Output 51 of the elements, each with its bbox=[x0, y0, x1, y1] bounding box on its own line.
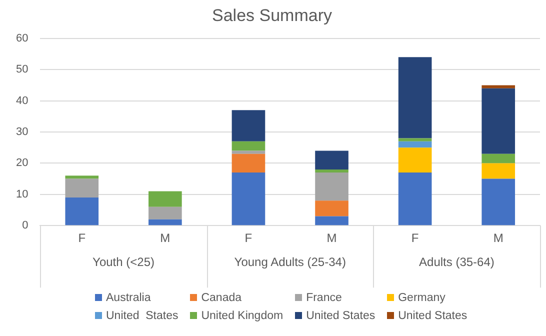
bar bbox=[65, 198, 99, 226]
bar bbox=[148, 191, 182, 207]
x-tick-label: M bbox=[160, 231, 170, 246]
bar bbox=[398, 141, 432, 148]
bar bbox=[232, 154, 266, 173]
bar bbox=[232, 141, 266, 151]
legend-label: United States bbox=[397, 310, 468, 322]
bar bbox=[315, 200, 348, 216]
legend-label: United States bbox=[105, 310, 178, 322]
bar bbox=[148, 206, 182, 220]
text: Young Adults (25-34) bbox=[234, 254, 346, 269]
bar bbox=[232, 110, 266, 142]
chart-title: Sales Summary bbox=[212, 6, 332, 25]
x-tick-label: M bbox=[493, 231, 504, 246]
bar bbox=[232, 172, 266, 226]
bar bbox=[232, 150, 266, 154]
y-tick-label: 20 bbox=[16, 157, 28, 170]
legend-label: United Kingdom bbox=[200, 310, 284, 322]
y-tick-label: 60 bbox=[16, 32, 28, 44]
bar bbox=[65, 178, 99, 198]
bar bbox=[315, 169, 348, 173]
legend-label: Germany bbox=[397, 292, 446, 304]
bar bbox=[482, 85, 516, 88]
bar bbox=[482, 88, 516, 154]
x-tick-label: F bbox=[411, 231, 419, 246]
bar bbox=[482, 178, 516, 226]
y-tick-label: 40 bbox=[16, 94, 28, 107]
legend-label: France bbox=[305, 292, 343, 304]
bar bbox=[482, 163, 516, 179]
bar bbox=[398, 148, 432, 173]
bar bbox=[398, 138, 432, 142]
y-tick-label: 10 bbox=[16, 188, 28, 200]
text: Youth (<25) bbox=[92, 254, 155, 269]
bar bbox=[482, 154, 516, 164]
x-tick-label: M bbox=[326, 231, 337, 246]
y-tick-label: 50 bbox=[16, 64, 28, 76]
y-tick-label: 0 bbox=[22, 220, 28, 232]
bar bbox=[148, 219, 182, 226]
bar bbox=[315, 150, 348, 170]
y-tick-label: 30 bbox=[16, 126, 28, 138]
legend-label: United States bbox=[305, 310, 376, 322]
bar bbox=[398, 172, 432, 226]
bar bbox=[315, 172, 348, 201]
bar bbox=[65, 176, 99, 179]
bar bbox=[398, 57, 432, 138]
bar bbox=[315, 216, 348, 226]
x-tick-label: F bbox=[78, 231, 86, 246]
legend-label: Australia bbox=[105, 292, 152, 304]
text: Adults (35-64) bbox=[419, 254, 494, 269]
legend-label: Canada bbox=[200, 292, 243, 304]
x-tick-label: F bbox=[244, 231, 252, 246]
